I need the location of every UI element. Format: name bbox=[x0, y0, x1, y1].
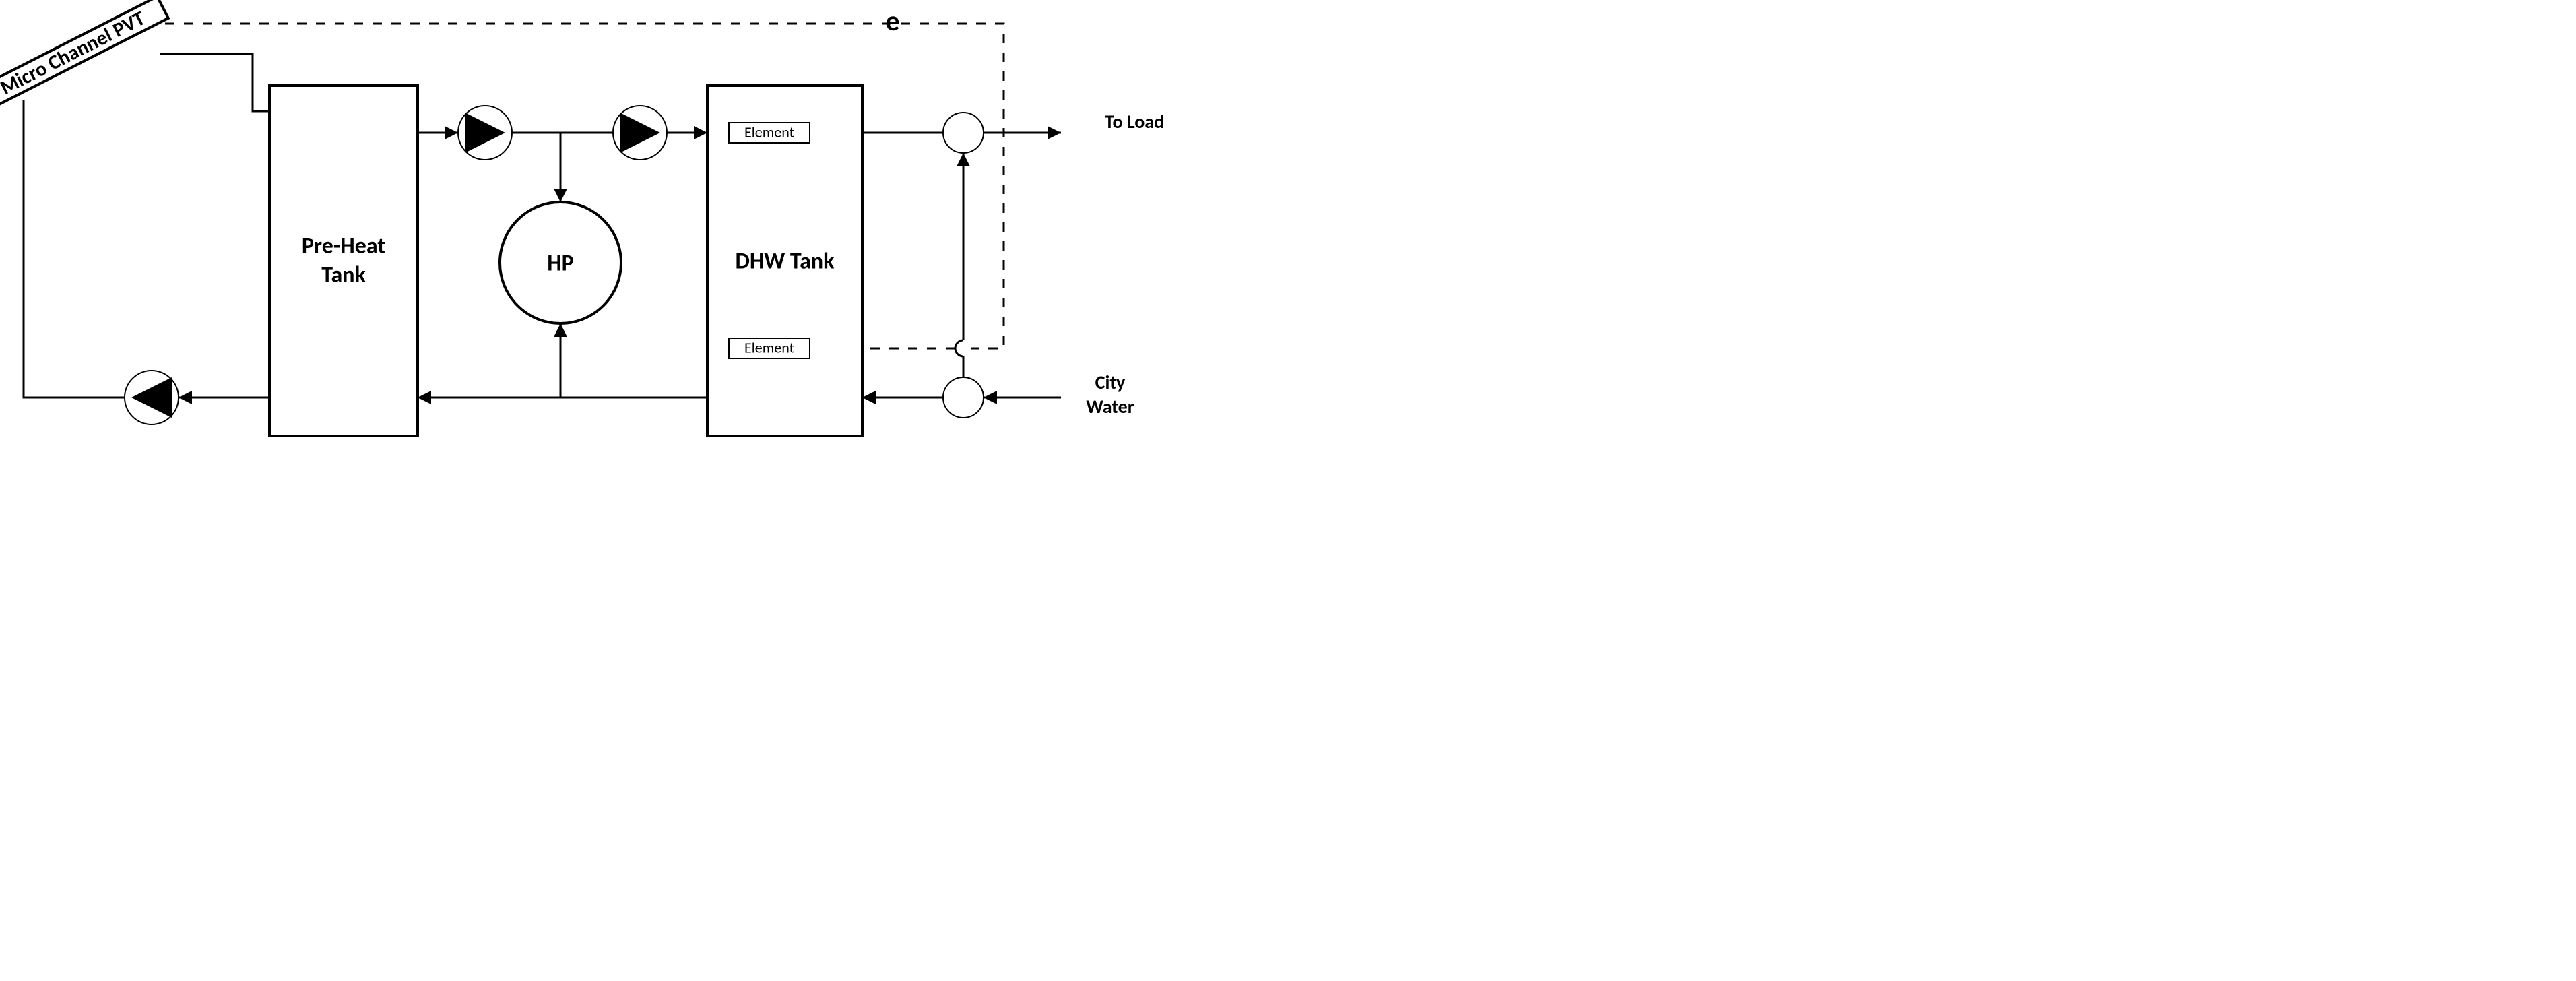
e-label: e bbox=[885, 4, 899, 38]
junction-top bbox=[943, 113, 984, 153]
dhw-tank: DHW Tank Element Element bbox=[707, 86, 862, 436]
city-water-label-1: City bbox=[1095, 371, 1126, 394]
pump-1 bbox=[458, 106, 512, 160]
hp-label: HP bbox=[547, 249, 574, 277]
preheat-label-1: Pre-Heat bbox=[302, 232, 385, 259]
city-water-label-2: Water bbox=[1086, 395, 1134, 418]
element-top-label: Element bbox=[744, 123, 794, 141]
preheat-tank: Pre-Heat Tank bbox=[269, 86, 418, 436]
dhw-label: DHW Tank bbox=[736, 247, 835, 275]
to-load-label: To Load bbox=[1105, 110, 1164, 133]
pvt-panel: Micro Channel PVT bbox=[0, 0, 168, 110]
pump-2 bbox=[613, 106, 667, 160]
pump-3 bbox=[125, 371, 179, 424]
pvt-label: Micro Channel PVT bbox=[0, 6, 150, 100]
element-bottom-label: Element bbox=[744, 338, 794, 356]
heat-pump: HP bbox=[500, 202, 621, 323]
junction-bottom bbox=[943, 377, 984, 418]
preheat-label-2: Tank bbox=[321, 261, 366, 288]
